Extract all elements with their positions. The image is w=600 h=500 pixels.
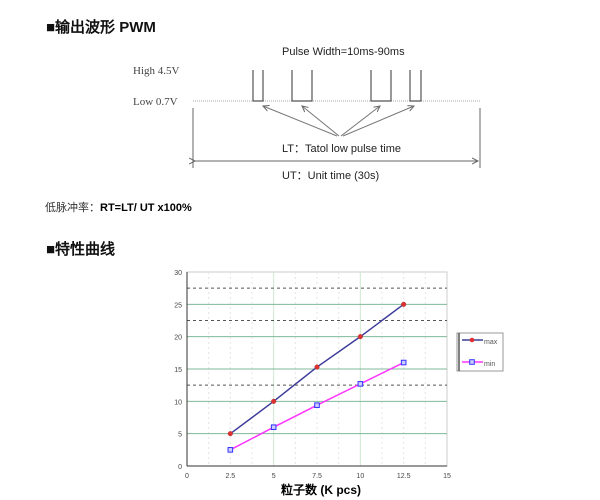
high-level-label: High 4.5V xyxy=(133,65,180,77)
pulse xyxy=(252,70,264,102)
pulses xyxy=(252,70,422,102)
y-tick-label: 0 xyxy=(178,464,182,471)
ut-label: UT：Unit time (30s) xyxy=(282,170,380,182)
lt-arrows xyxy=(263,106,414,137)
arrow xyxy=(342,106,414,137)
x-tick-label: 12.5 xyxy=(397,473,411,480)
formula-expression: RT=LT/ UT x100% xyxy=(100,202,192,214)
legend-marker-min xyxy=(469,359,475,365)
data-point-min xyxy=(270,424,277,430)
section-title-curve: ■特性曲线 xyxy=(46,241,116,258)
x-tick-label: 0 xyxy=(185,473,189,480)
arrow xyxy=(302,106,340,137)
pulse-width-label: Pulse Width=10ms-90ms xyxy=(282,46,405,58)
lt-label: LT：Tatol low pulse time xyxy=(282,143,402,155)
x-axis-label: 粒子数 (K pcs) xyxy=(281,483,362,497)
y-tick-label: 10 xyxy=(174,399,182,406)
x-tick-label: 7.5 xyxy=(312,473,322,480)
formula-prefix: 低脉冲率： xyxy=(45,202,100,214)
x-tick-label: 10 xyxy=(356,473,364,480)
data-point-min xyxy=(314,402,320,409)
low-level-label: Low 0.7V xyxy=(133,96,178,108)
x-tick-label: 15 xyxy=(443,473,451,480)
data-point-max xyxy=(314,364,320,370)
data-point-max xyxy=(227,431,233,437)
data-point-min xyxy=(357,381,364,387)
data-point-min xyxy=(227,447,234,453)
pulse xyxy=(370,70,392,102)
x-tick-label: 2.5 xyxy=(225,473,235,480)
y-tick-label: 20 xyxy=(174,335,182,342)
data-point-max xyxy=(401,301,407,307)
pulse xyxy=(291,70,313,102)
legend-label-max: max xyxy=(484,339,498,346)
legend-label-min: min xyxy=(484,361,495,368)
x-tick-label: 5 xyxy=(272,473,276,480)
y-tick-label: 25 xyxy=(174,302,182,309)
y-tick-label: 5 xyxy=(178,432,182,439)
pulse xyxy=(409,70,422,102)
section-title-pwm: ■输出波形 PWM xyxy=(46,19,156,36)
formula: 低脉冲率：RT=LT/ UT x100% xyxy=(45,199,192,215)
y-tick-label: 15 xyxy=(174,367,182,374)
data-point-min xyxy=(400,359,407,366)
data-point-max xyxy=(271,398,277,404)
arrow xyxy=(263,106,338,137)
data-point-max xyxy=(357,334,363,340)
legend-marker-max xyxy=(469,337,475,343)
y-tick-label: 30 xyxy=(174,270,182,277)
arrow xyxy=(340,106,380,137)
